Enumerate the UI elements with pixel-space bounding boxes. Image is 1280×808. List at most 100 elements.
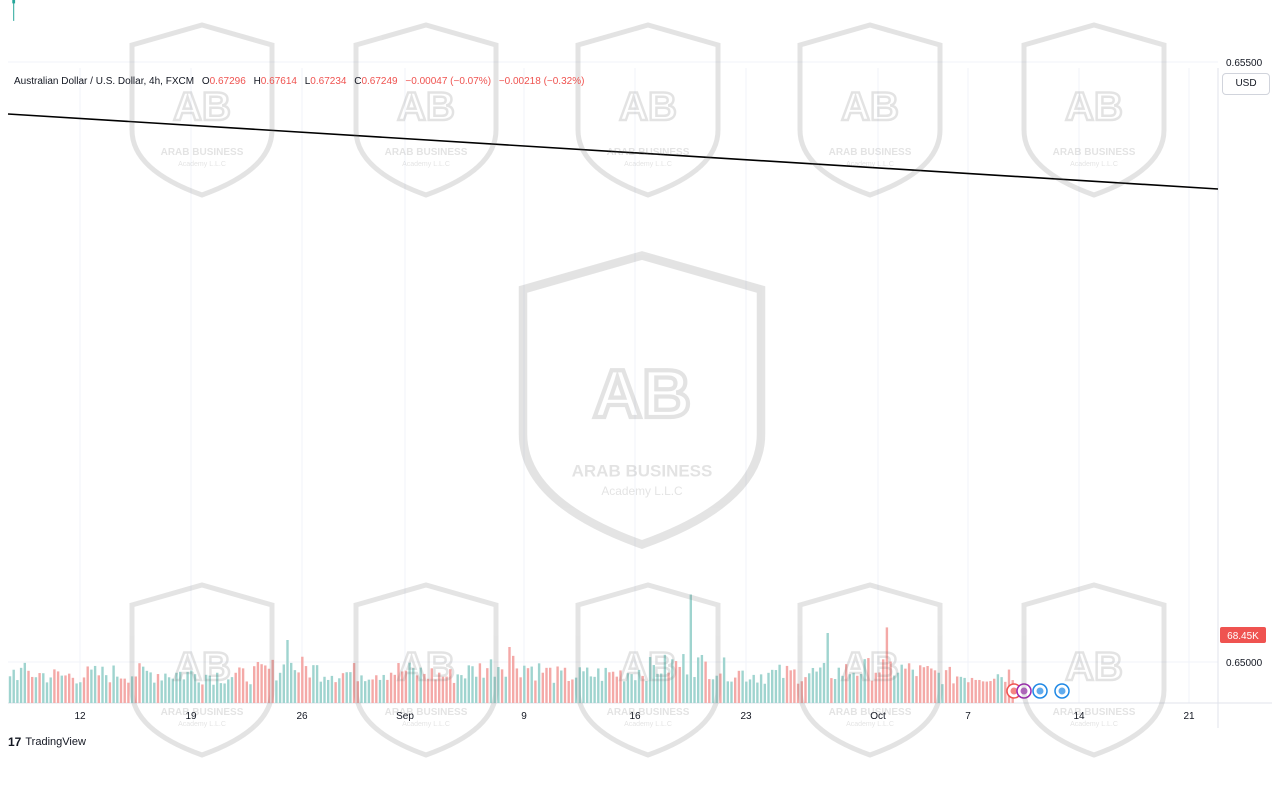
- watermark-sub: Academy L.L.C: [624, 161, 672, 168]
- volume-bar: [367, 679, 371, 703]
- volume-bar: [441, 676, 445, 703]
- volume-bar: [445, 676, 448, 703]
- volume-bar: [837, 667, 840, 703]
- x-tick-label: Sep: [396, 711, 414, 722]
- volume-bar: [593, 676, 596, 703]
- volume-bar: [941, 684, 944, 703]
- volume-bar: [904, 668, 907, 703]
- volume-tag-text: 68.45K: [1227, 631, 1259, 642]
- volume-bar: [948, 666, 951, 703]
- watermark-name: ARAB BUSINESS: [607, 707, 690, 718]
- economic-event-flag-dot: [1036, 687, 1044, 695]
- volume-bar: [182, 679, 186, 703]
- watermark-layer: AB ARAB BUSINESS Academy L.L.C AB ARAB BUSIN…: [129, 22, 1167, 758]
- x-tick-label: 16: [629, 711, 641, 722]
- watermark-logo: AB ARAB BUSINESS Academy L.L.C: [353, 22, 499, 198]
- volume-bar: [660, 673, 663, 703]
- symbol-title[interactable]: Australian Dollar / U.S. Dollar, 4h, FXC…: [14, 76, 195, 87]
- volume-bar: [556, 666, 559, 703]
- volume-bar: [345, 672, 348, 703]
- volume-bar: [278, 672, 282, 703]
- volume-bar: [856, 675, 859, 703]
- volume-bar: [286, 640, 289, 703]
- volume-bar: [537, 663, 541, 703]
- watermark-monogram: AB: [397, 85, 455, 129]
- economic-event-flag-dot: [1058, 687, 1066, 695]
- change-percent-value: −0.00218 (−0.32%): [498, 76, 585, 87]
- volume-bar: [859, 674, 863, 703]
- price-tags: 0.679200.6724929:2068.45K: [1220, 627, 1266, 643]
- volume-bar: [127, 682, 130, 703]
- volume-tag[interactable]: [1220, 627, 1266, 643]
- watermark-logo: AB ARAB BUSINESS Academy L.L.C: [797, 582, 943, 758]
- volume-bar: [930, 668, 933, 703]
- volume-bar: [449, 669, 452, 703]
- watermark-logo: AB ARAB BUSINESS Academy L.L.C: [575, 582, 721, 758]
- low-label: L: [304, 76, 311, 87]
- watermark-logo: AB ARAB BUSINESS Academy L.L.C: [129, 22, 275, 198]
- volume-bar: [45, 682, 49, 703]
- watermark-logo: AB ARAB BUSINESS Academy L.L.C: [129, 582, 275, 758]
- volume-bar: [460, 675, 463, 703]
- watermark-monogram: AB: [173, 645, 231, 689]
- volume-bar: [389, 672, 393, 703]
- y-tick-label: 0.65000: [1226, 658, 1263, 669]
- volume-bar: [34, 677, 38, 703]
- volume-bar: [726, 681, 729, 703]
- volume-bar: [171, 678, 174, 703]
- volume-bar: [301, 656, 304, 703]
- volume-bar: [482, 677, 485, 703]
- volume-bar: [619, 670, 622, 703]
- volume-bar: [811, 667, 815, 703]
- volume-bar: [793, 669, 796, 703]
- watermark-shield-icon: [797, 22, 943, 198]
- volume-bar: [23, 662, 26, 703]
- watermark-sub: Academy L.L.C: [601, 484, 683, 498]
- volume-bar: [352, 663, 356, 703]
- volume-bar: [452, 682, 456, 703]
- volume-bar: [293, 670, 297, 703]
- volume-bar: [756, 682, 759, 703]
- volume-bar: [678, 666, 681, 703]
- volume-bar: [815, 671, 818, 703]
- volume-bar: [907, 663, 911, 703]
- drawing-overlay: [7, 113, 1219, 699]
- volume-bar: [423, 673, 426, 703]
- trendline[interactable]: [7, 113, 1219, 190]
- volume-bar: [737, 670, 741, 703]
- volume-bar: [264, 665, 267, 703]
- watermark-monogram: AB: [1065, 85, 1123, 129]
- watermark-sub: Academy L.L.C: [1070, 721, 1118, 728]
- volume-bar: [841, 675, 844, 703]
- volume-bar: [896, 672, 900, 703]
- currency-button[interactable]: USD: [1222, 73, 1270, 95]
- volume-bar: [534, 680, 537, 703]
- volume-bar: [319, 681, 322, 703]
- volume-bar: [478, 663, 482, 703]
- x-tick-label: Oct: [870, 711, 886, 722]
- volume-bar: [541, 672, 544, 703]
- economic-event-flag-dot: [1010, 687, 1018, 695]
- watermark-sub: Academy L.L.C: [846, 161, 894, 168]
- volume-bar: [438, 672, 441, 703]
- open-value: 0.67296: [209, 76, 246, 87]
- volume-bar: [75, 683, 78, 703]
- volume-bar: [985, 681, 988, 703]
- volume-bar: [563, 667, 567, 703]
- volume-bar: [42, 673, 45, 703]
- open-label: O: [201, 76, 210, 87]
- volume-bar: [867, 658, 870, 703]
- volume-bar: [785, 665, 789, 703]
- volume-bar: [60, 675, 63, 703]
- close-value: 0.67249: [361, 76, 398, 87]
- volume-bar: [356, 681, 359, 703]
- volume-bar: [219, 683, 223, 703]
- tradingview-brand[interactable]: 17 TradingView: [8, 735, 86, 749]
- volume-bar: [201, 684, 204, 703]
- watermark-shield-icon: [353, 22, 499, 198]
- watermark-sub: Academy L.L.C: [178, 161, 226, 168]
- watermark-logo: AB ARAB BUSINESS Academy L.L.C: [518, 251, 766, 550]
- volume-bar: [748, 679, 752, 703]
- volume-bar: [256, 661, 260, 703]
